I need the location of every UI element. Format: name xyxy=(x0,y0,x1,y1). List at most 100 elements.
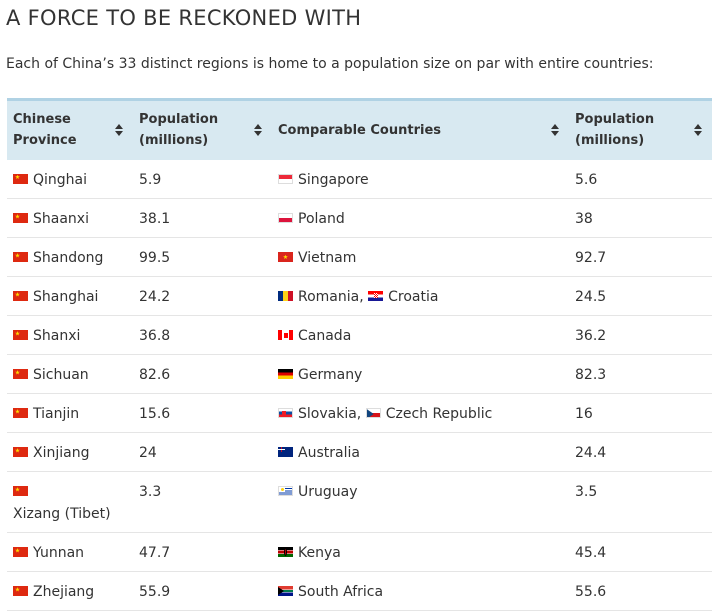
country-population-cell: 5.6 xyxy=(569,159,712,199)
china-flag-icon xyxy=(13,547,28,557)
country-population-cell: 36.2 xyxy=(569,315,712,355)
header-chinese-province[interactable]: Chinese Province xyxy=(7,100,133,160)
table-header-row: Chinese Province Population (millions) C… xyxy=(7,99,712,160)
province-population-value: 24 xyxy=(139,445,157,461)
country-population-cell: 55.6 xyxy=(569,571,712,611)
province-population-cell: 3.3 xyxy=(133,471,272,533)
romania-flag-icon xyxy=(278,291,293,301)
province-name: Shaanxi xyxy=(33,211,89,227)
table-row: Xinjiang 24 Australia 24.4 xyxy=(7,432,712,472)
country-name: Romania xyxy=(298,289,360,305)
sort-arrows-icon[interactable] xyxy=(694,124,702,137)
table-body: Qinghai 5.9 Singapore 5.6 Shaanxi 38.1 Poland 3… xyxy=(7,159,712,611)
australia-flag-icon xyxy=(278,447,293,457)
province-population-cell: 82.6 xyxy=(133,354,272,394)
province-name: Qinghai xyxy=(33,171,88,188)
china-flag-icon xyxy=(13,213,28,223)
country-population-value: 38 xyxy=(575,211,593,227)
page-subtitle: Each of China’s 33 distinct regions is h… xyxy=(6,56,654,72)
province-cell: Sichuan xyxy=(7,354,133,394)
table-row: Yunnan 47.7 Kenya 45.4 xyxy=(7,532,712,572)
province-cell: Tianjin xyxy=(7,393,133,433)
sort-arrows-icon[interactable] xyxy=(551,124,559,137)
province-population-value: 55.9 xyxy=(139,584,171,600)
province-cell: Shanghai xyxy=(7,276,133,316)
province-cell: Xizang (Tibet) xyxy=(7,471,133,533)
country-population-cell: 3.5 xyxy=(569,471,712,533)
page-title: A FORCE TO BE RECKONED WITH xyxy=(6,6,362,30)
province-cell: Shaanxi xyxy=(7,198,133,238)
comparable-countries-cell: Uruguay xyxy=(272,471,569,533)
province-name: Xizang (Tibet) xyxy=(13,506,111,522)
china-flag-icon xyxy=(13,586,28,596)
czech-flag-icon xyxy=(365,408,381,418)
china-flag-icon xyxy=(13,486,28,496)
south-africa-flag-icon xyxy=(278,586,293,596)
province-population-value: 15.6 xyxy=(139,406,171,422)
country-name: Singapore xyxy=(298,171,369,188)
china-flag-icon xyxy=(13,173,28,184)
country-population-value: 5.6 xyxy=(575,171,598,188)
country-population-value: 36.2 xyxy=(575,328,607,344)
header-province-population[interactable]: Population (millions) xyxy=(133,100,272,160)
province-population-value: 5.9 xyxy=(139,171,162,188)
country-population-value: 24.5 xyxy=(575,289,607,305)
sort-arrows-icon[interactable] xyxy=(115,124,123,137)
country-population-cell: 92.7 xyxy=(569,237,712,277)
comparable-countries-cell: Vietnam xyxy=(272,237,569,277)
province-population-cell: 55.9 xyxy=(133,571,272,611)
province-cell: Xinjiang xyxy=(7,432,133,472)
country-name: Australia xyxy=(298,445,360,461)
province-cell: Yunnan xyxy=(7,532,133,572)
comparable-countries-cell: Singapore xyxy=(272,159,569,199)
table-row: Shandong 99.5 Vietnam 92.7 xyxy=(7,237,712,277)
country-name: Uruguay xyxy=(298,484,358,500)
province-population-cell: 47.7 xyxy=(133,532,272,572)
china-flag-icon xyxy=(13,330,28,340)
comparable-countries-cell: Australia xyxy=(272,432,569,472)
comparable-countries-cell: Romania, Croatia xyxy=(272,276,569,316)
province-population-value: 38.1 xyxy=(139,211,171,227)
province-population-cell: 15.6 xyxy=(133,393,272,433)
china-flag-icon xyxy=(13,291,28,301)
country-name: Poland xyxy=(298,211,345,227)
header-label: Population xyxy=(575,112,655,128)
province-population-cell: 38.1 xyxy=(133,198,272,238)
singapore-flag-icon xyxy=(278,173,293,184)
header-label: Population xyxy=(139,112,219,128)
comparable-countries-cell: Kenya xyxy=(272,532,569,572)
province-population-value: 82.6 xyxy=(139,367,171,383)
comparable-countries-cell: South Africa xyxy=(272,571,569,611)
comparable-countries-cell: Slovakia, Czech Republic xyxy=(272,393,569,433)
china-flag-icon xyxy=(13,447,28,457)
canada-flag-icon xyxy=(278,330,293,340)
province-name: Tianjin xyxy=(33,406,80,422)
header-comparable-countries[interactable]: Comparable Countries xyxy=(272,100,569,160)
province-population-value: 99.5 xyxy=(139,250,171,266)
country-population-cell: 24.4 xyxy=(569,432,712,472)
sort-arrows-icon[interactable] xyxy=(254,124,262,137)
table-row: Shanxi 36.8 Canada 36.2 xyxy=(7,315,712,355)
table-row: Zhejiang 55.9 South Africa 55.6 xyxy=(7,571,712,611)
province-name: Shanxi xyxy=(33,328,81,344)
country-population-value: 92.7 xyxy=(575,250,607,266)
header-label: Province xyxy=(13,133,77,149)
country-name: Kenya xyxy=(298,545,341,561)
province-cell: Shanxi xyxy=(7,315,133,355)
province-name: Xinjiang xyxy=(33,445,90,461)
header-country-population[interactable]: Population (millions) xyxy=(569,100,712,160)
population-table: Chinese Province Population (millions) C… xyxy=(7,98,712,611)
province-population-cell: 5.9 xyxy=(133,159,272,199)
country-population-cell: 82.3 xyxy=(569,354,712,394)
country-name: Vietnam xyxy=(298,250,357,266)
table-row: Shaanxi 38.1 Poland 38 xyxy=(7,198,712,238)
province-name: Shanghai xyxy=(33,289,99,305)
country-population-value: 3.5 xyxy=(575,484,598,500)
china-flag-icon xyxy=(13,252,28,262)
country-population-cell: 38 xyxy=(569,198,712,238)
province-population-value: 24.2 xyxy=(139,289,171,305)
province-population-value: 47.7 xyxy=(139,545,171,561)
croatia-flag-icon xyxy=(368,291,384,301)
table-row: Tianjin 15.6 Slovakia, Czech Republic 16 xyxy=(7,393,712,433)
country-name: South Africa xyxy=(298,584,384,600)
